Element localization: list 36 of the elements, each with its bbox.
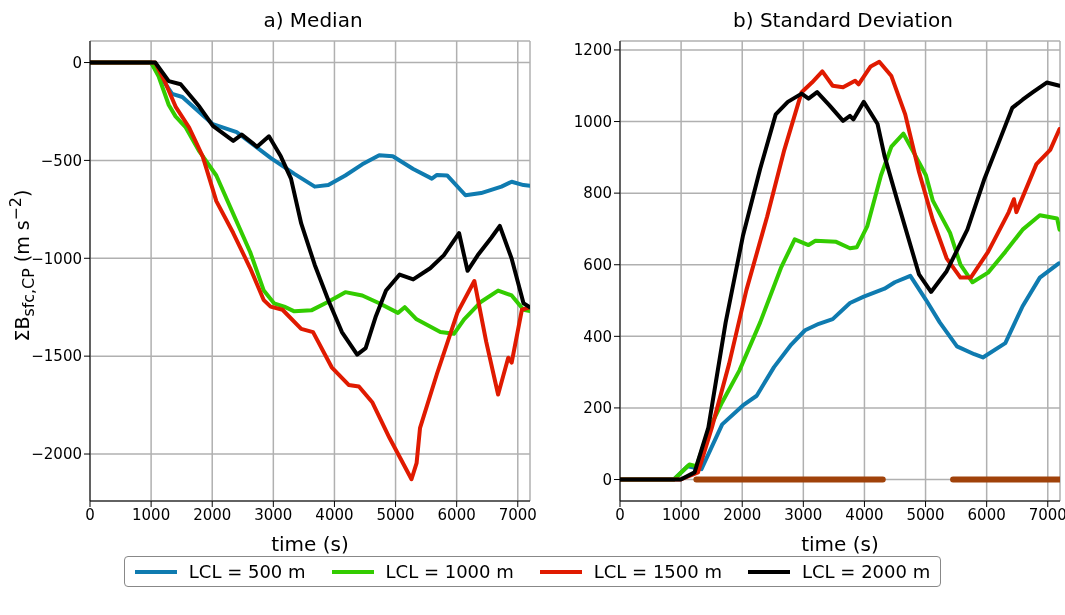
y-tick-label: 800: [583, 184, 612, 203]
x-tick-label: 0: [85, 505, 95, 524]
x-axis-title: time (s): [801, 532, 879, 556]
legend-label: LCL = 2000 m: [801, 561, 931, 582]
legend-label: LCL = 500 m: [188, 561, 306, 582]
chart-title: a) Median: [262, 8, 364, 34]
x-tick-label: 7000: [498, 505, 537, 524]
legend-label: LCL = 1500 m: [593, 561, 722, 582]
x-tick-label: 3000: [784, 505, 823, 524]
x-tick-label: 1000: [662, 505, 701, 524]
y-tick-label: −1000: [31, 249, 82, 268]
y-tick-label: 0: [72, 53, 82, 72]
y-tick-label: −500: [40, 151, 82, 170]
chart-title: b) Standard Deviation: [732, 8, 954, 34]
legend-label: LCL = 1000 m: [385, 561, 514, 582]
x-tick-label: 4000: [315, 505, 354, 524]
y-tick-label: 1000: [573, 112, 612, 131]
y-tick-label: 1200: [573, 41, 612, 60]
y-tick-label: 0: [602, 470, 612, 489]
x-tick-label: 1000: [132, 505, 171, 524]
y-tick-label: 400: [583, 327, 612, 346]
x-tick-label: 4000: [845, 505, 884, 524]
x-tick-label: 3000: [254, 505, 293, 524]
x-tick-label: 2000: [723, 505, 762, 524]
y-tick-label: 200: [583, 399, 612, 418]
y-tick-label: −2000: [31, 445, 82, 464]
x-tick-label: 6000: [967, 505, 1006, 524]
x-tick-label: 7000: [1028, 505, 1065, 524]
y-tick-label: 600: [583, 256, 612, 275]
x-tick-label: 0: [615, 505, 625, 524]
x-tick-label: 6000: [437, 505, 476, 524]
x-axis-title: time (s): [271, 532, 349, 556]
x-tick-label: 5000: [906, 505, 945, 524]
y-tick-label: −1500: [31, 347, 82, 366]
x-tick-label: 2000: [193, 505, 232, 524]
x-tick-label: 5000: [376, 505, 415, 524]
